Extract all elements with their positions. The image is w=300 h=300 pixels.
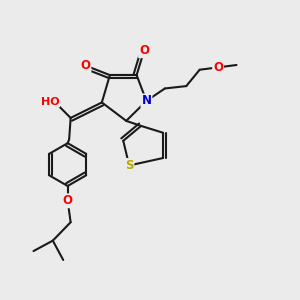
Text: O: O (213, 61, 223, 74)
Text: HO: HO (40, 97, 59, 106)
Text: S: S (125, 159, 134, 172)
Text: O: O (63, 194, 73, 207)
Text: O: O (80, 59, 91, 72)
Text: O: O (139, 44, 149, 57)
Text: N: N (141, 94, 152, 107)
